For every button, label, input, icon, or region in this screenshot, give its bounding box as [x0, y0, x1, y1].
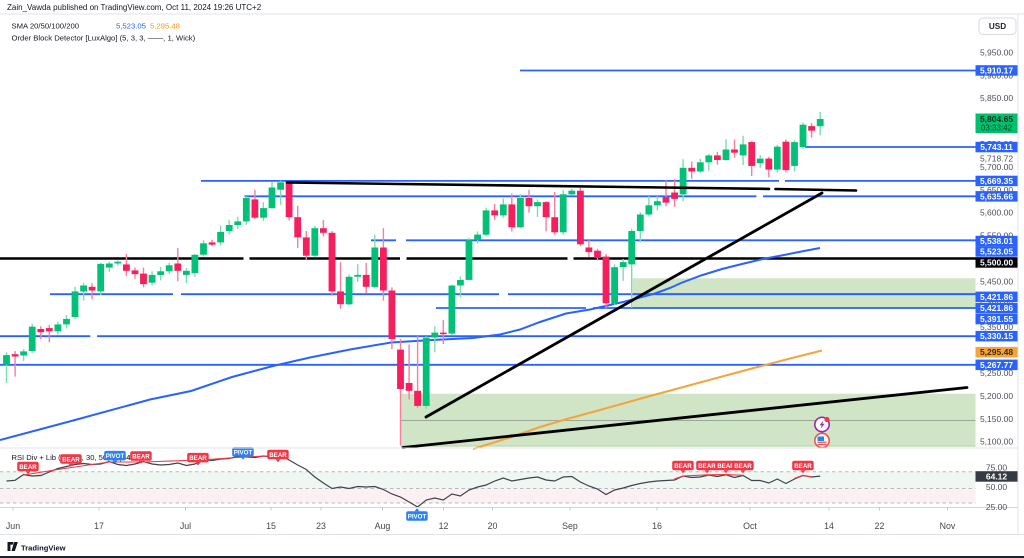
svg-text:5,391.55: 5,391.55 [980, 314, 1013, 324]
svg-text:Sep: Sep [562, 521, 578, 531]
svg-text:BEAR: BEAR [734, 463, 752, 470]
svg-text:17: 17 [94, 521, 104, 531]
svg-text:5,450.00: 5,450.00 [980, 276, 1013, 286]
svg-text:5,650.00: 5,650.00 [980, 185, 1013, 195]
svg-text:5,421.86: 5,421.86 [980, 292, 1013, 302]
svg-text:25.00: 25.00 [986, 502, 1008, 512]
svg-text:64.12: 64.12 [986, 472, 1008, 482]
svg-text:BEAR: BEAR [698, 463, 716, 470]
svg-text:5,700.00: 5,700.00 [980, 162, 1013, 172]
svg-text:BEAR: BEAR [62, 456, 80, 463]
svg-text:5,523.05: 5,523.05 [116, 22, 146, 31]
svg-text:23: 23 [316, 521, 326, 531]
svg-text:BEAR: BEAR [717, 463, 735, 470]
svg-text:12: 12 [439, 521, 449, 531]
svg-text:5,910.17: 5,910.17 [980, 66, 1013, 76]
svg-text:Aug: Aug [375, 521, 391, 531]
svg-text:15: 15 [266, 521, 276, 531]
svg-text:5,250.00: 5,250.00 [980, 368, 1013, 378]
svg-text:PIVOT: PIVOT [106, 453, 125, 460]
svg-text:14: 14 [824, 521, 834, 531]
svg-text:5,950.00: 5,950.00 [980, 47, 1013, 57]
svg-text:PIVOT: PIVOT [408, 513, 427, 520]
svg-text:Nov: Nov [940, 521, 956, 531]
svg-text:5,718.72: 5,718.72 [980, 153, 1013, 163]
svg-text:5,150.00: 5,150.00 [980, 414, 1013, 424]
svg-text:USD: USD [989, 22, 1006, 31]
svg-text:Oct: Oct [743, 521, 757, 531]
svg-text:Jun: Jun [6, 521, 20, 531]
svg-text:5,850.00: 5,850.00 [980, 93, 1013, 103]
svg-text:5,330.15: 5,330.15 [980, 331, 1013, 341]
svg-text:5,350.00: 5,350.00 [980, 322, 1013, 332]
svg-text:Zain_Vawda published on Tradin: Zain_Vawda published on TradingView.com,… [7, 3, 262, 12]
svg-text:5,267.77: 5,267.77 [980, 360, 1013, 370]
svg-text:75.00: 75.00 [986, 463, 1008, 473]
svg-text:5,550.00: 5,550.00 [980, 231, 1013, 241]
svg-text:5,200.00: 5,200.00 [980, 391, 1013, 401]
svg-text:22: 22 [875, 521, 885, 531]
svg-text:20: 20 [488, 521, 498, 531]
svg-text:50.00: 50.00 [986, 482, 1008, 492]
svg-text:5,669.35: 5,669.35 [980, 176, 1013, 186]
svg-text:5,804.65: 5,804.65 [980, 114, 1013, 124]
svg-text:16: 16 [652, 521, 662, 531]
svg-text:03:33:42: 03:33:42 [981, 124, 1013, 133]
svg-text:BEAR: BEAR [132, 453, 150, 460]
svg-text:5,635.66: 5,635.66 [980, 191, 1013, 201]
svg-text:5,538.01: 5,538.01 [980, 236, 1013, 246]
svg-text:5,295.48: 5,295.48 [150, 22, 180, 31]
svg-text:BEAR: BEAR [674, 463, 692, 470]
svg-text:5,600.00: 5,600.00 [980, 208, 1013, 218]
svg-text:PIVOT: PIVOT [234, 449, 253, 456]
svg-text:BEAR: BEAR [269, 452, 287, 459]
svg-text:Jul: Jul [180, 521, 191, 531]
svg-text:BEAR: BEAR [189, 455, 207, 462]
svg-text:5,523.05: 5,523.05 [980, 247, 1013, 257]
svg-text:SMA 20/50/100/200: SMA 20/50/100/200 [12, 22, 80, 31]
svg-text:Order Block Detector [LuxAlgo]: Order Block Detector [LuxAlgo] (5, 3, 3,… [12, 34, 196, 43]
svg-text:5,500.00: 5,500.00 [980, 258, 1013, 268]
svg-text:5,295.48: 5,295.48 [980, 347, 1013, 357]
svg-text:5,100.00: 5,100.00 [980, 437, 1013, 447]
svg-text:BEAR: BEAR [794, 463, 812, 470]
svg-text:5,421.86: 5,421.86 [980, 303, 1013, 313]
svg-text:5,743.11: 5,743.11 [980, 142, 1013, 152]
svg-text:TradingView: TradingView [21, 544, 66, 553]
svg-text:BEAR: BEAR [19, 464, 37, 471]
